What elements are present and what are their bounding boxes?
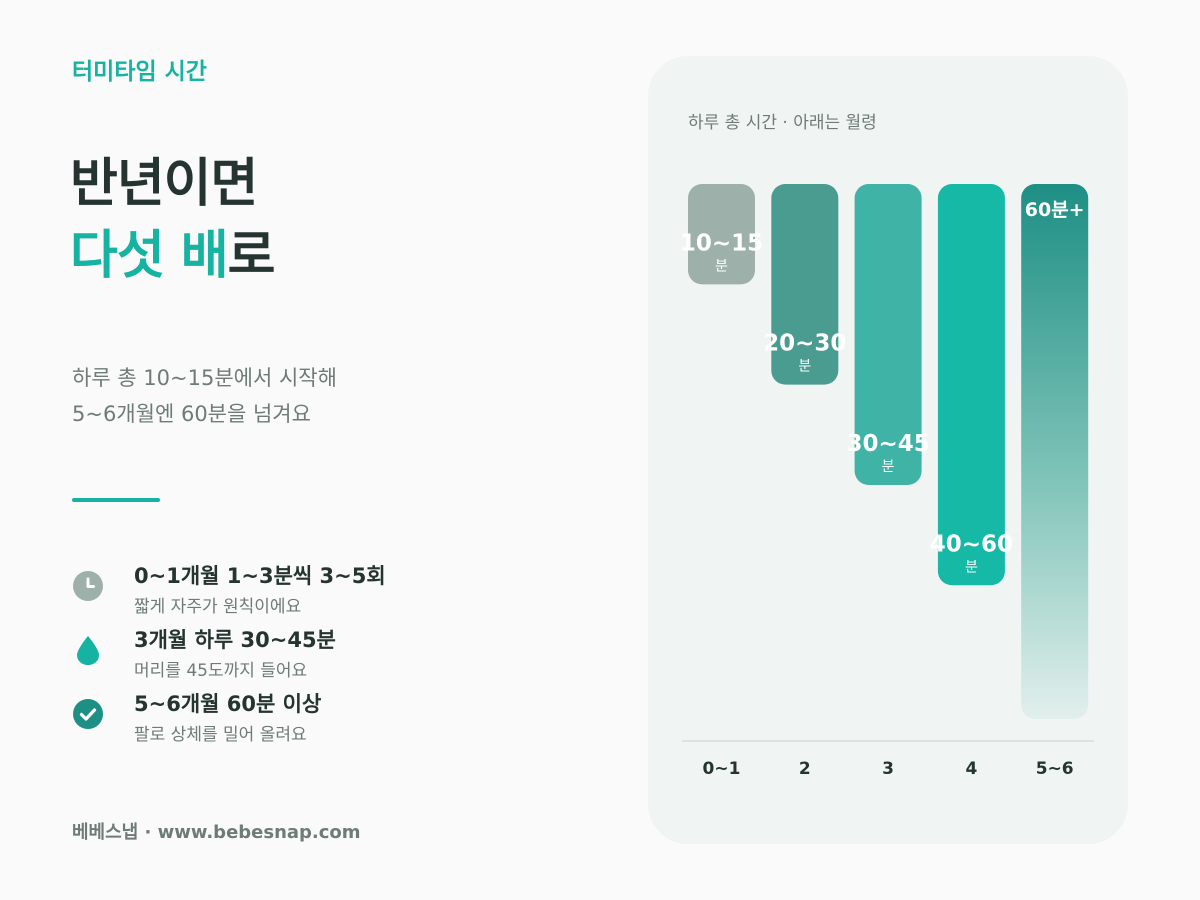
headline-accent: 다섯 배 — [70, 226, 229, 286]
bar — [1021, 184, 1089, 719]
bar-chart: 10~15 분 0~1 20~30 분 2 30~45 분 3 40~60 분 4 60분+ 5~6 — [680, 184, 1094, 779]
headline-line-2: 다섯 배로 — [70, 220, 276, 292]
bar-value-label: 10~15 — [680, 230, 763, 256]
x-tick-label: 2 — [799, 759, 811, 779]
headline-line-1: 반년이면 — [70, 154, 258, 214]
subtitle: 하루 총 10~15분에서 시작해 5~6개월엔 60분을 넘겨요 — [72, 360, 337, 432]
point-desc: 머리를 45도까지 들어요 — [134, 661, 308, 681]
point-title: 5~6개월 60분 이상 — [134, 692, 322, 716]
bar-value-label: 60분+ — [1025, 199, 1085, 221]
bar-unit-label: 분 — [965, 559, 978, 575]
footer-brand: 베베스냅 · www.bebesnap.com — [72, 822, 361, 843]
subtitle-line-1: 하루 총 10~15분에서 시작해 — [72, 366, 337, 390]
bar-unit-label: 분 — [882, 459, 895, 475]
bar-value-label: 20~30 — [763, 331, 846, 357]
bar-unit-label: 분 — [715, 258, 728, 274]
clock-icon — [72, 570, 104, 602]
droplet-icon — [72, 634, 104, 666]
x-tick-label: 3 — [882, 759, 894, 779]
point-item: 0~1개월 1~3분씩 3~5회 짧게 자주가 원칙이에요 — [72, 560, 592, 617]
headline: 반년이면 다섯 배로 — [70, 148, 276, 292]
point-title: 3개월 하루 30~45분 — [134, 628, 336, 652]
eyebrow-label: 터미타임 시간 — [72, 59, 207, 85]
bar-unit-label: 분 — [798, 359, 811, 375]
chart-panel: 하루 총 시간 · 아래는 월령 10~15 분 0~1 20~30 분 2 30~45 분 3… — [648, 56, 1128, 844]
bar-value-label: 30~45 — [846, 431, 929, 457]
bar — [937, 184, 1005, 586]
subtitle-line-2: 5~6개월엔 60분을 넘겨요 — [72, 402, 311, 426]
bar — [688, 184, 755, 285]
bar-value-label: 40~60 — [930, 531, 1013, 557]
point-desc: 짧게 자주가 원칙이에요 — [134, 597, 302, 617]
point-desc: 팔로 상체를 밀어 올려요 — [134, 725, 307, 745]
x-tick-label: 4 — [965, 759, 977, 779]
point-item: 5~6개월 60분 이상 팔로 상체를 밀어 올려요 — [72, 688, 592, 745]
bar — [854, 184, 922, 485]
check-circle-icon — [72, 698, 104, 730]
bar — [771, 184, 839, 385]
chart-title: 하루 총 시간 · 아래는 월령 — [688, 113, 877, 133]
point-title: 0~1개월 1~3분씩 3~5회 — [134, 564, 386, 588]
headline-rest: 로 — [227, 226, 276, 286]
x-tick-label: 5~6 — [1036, 759, 1074, 779]
point-item: 3개월 하루 30~45분 머리를 45도까지 들어요 — [72, 624, 592, 681]
divider — [72, 498, 160, 502]
x-tick-label: 0~1 — [703, 759, 741, 779]
